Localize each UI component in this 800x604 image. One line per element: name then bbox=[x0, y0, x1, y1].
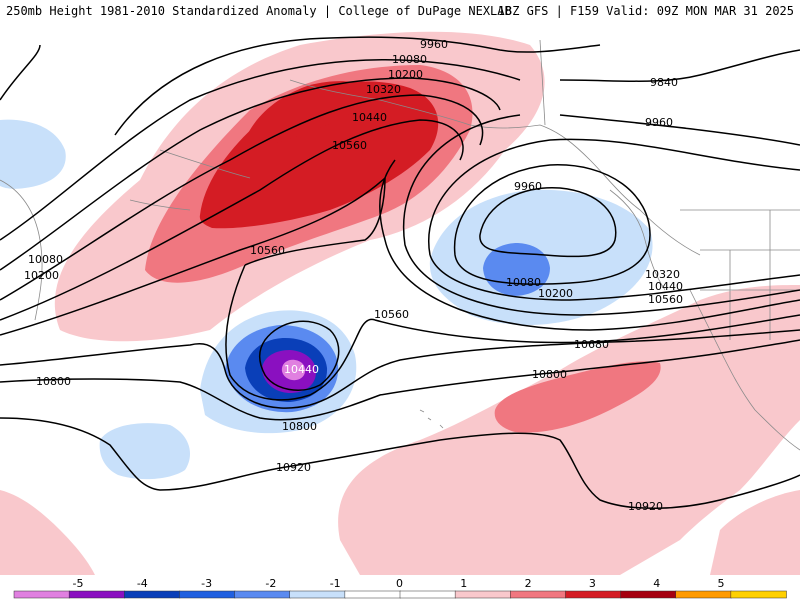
aleutian-islands bbox=[129, 149, 251, 211]
contour-label: 10800 bbox=[36, 375, 71, 388]
contour-label: 10560 bbox=[374, 308, 409, 321]
contour-9960-nw bbox=[0, 44, 41, 101]
coastlines bbox=[0, 39, 800, 451]
anomaly-positive-1-se bbox=[710, 490, 800, 575]
contour-9840 bbox=[559, 49, 800, 82]
contour-label: 9840 bbox=[650, 76, 678, 89]
contour-10560-mid bbox=[244, 177, 386, 266]
contour-label: 10560 bbox=[332, 139, 367, 152]
map-panel: 9960 10080 10200 10320 10440 10560 9840 … bbox=[0, 22, 800, 575]
contour-label: 10800 bbox=[532, 368, 567, 381]
contour-10200-e bbox=[428, 138, 800, 256]
contour-label: 10200 bbox=[388, 68, 423, 81]
colorbar-tick-label: 2 bbox=[525, 577, 532, 590]
contour-label: 10800 bbox=[282, 420, 317, 433]
siberia-coast bbox=[0, 179, 43, 321]
contour-label: 10560 bbox=[250, 244, 285, 257]
contour-label: 9960 bbox=[514, 180, 542, 193]
colorbar-tick-label: 5 bbox=[718, 577, 725, 590]
anomaly-negative-5 bbox=[281, 359, 306, 381]
contour-label: 9960 bbox=[645, 116, 673, 129]
colorbar-svg: -5 -4 -3 -2 -1 0 1 2 3 4 5 bbox=[13, 577, 787, 599]
anomaly-positive-1-sw bbox=[0, 490, 95, 575]
contour-10080-low bbox=[453, 164, 651, 285]
anomaly-colorbar: -5 -4 -3 -2 -1 0 1 2 3 4 5 bbox=[0, 575, 800, 600]
contour-label: 9960 bbox=[420, 38, 448, 51]
colorbar-swatch bbox=[565, 590, 622, 599]
model-run-info: 18Z GFS | F159 Valid: 09Z MON MAR 31 202… bbox=[497, 4, 794, 18]
colorbar-tick-label: -4 bbox=[137, 577, 148, 590]
colorbar-tick-label: -2 bbox=[265, 577, 276, 590]
bc-coast bbox=[609, 189, 666, 291]
contour-label: 10080 bbox=[392, 53, 427, 66]
contour-10680 bbox=[0, 329, 800, 409]
contour-labels: 9960 10080 10200 10320 10440 10560 9840 … bbox=[24, 38, 683, 513]
colorbar-swatch bbox=[620, 590, 677, 599]
colorbar-ticks: -5 -4 -3 -2 -1 0 1 2 3 4 5 bbox=[73, 577, 725, 590]
colorbar-swatch bbox=[399, 590, 456, 599]
colorbar-swatch bbox=[510, 590, 567, 599]
contour-label: 10680 bbox=[574, 338, 609, 351]
contour-label: 10440 bbox=[648, 280, 683, 293]
contour-label: 10200 bbox=[24, 269, 59, 282]
colorbar-swatch bbox=[179, 590, 236, 599]
contour-label: 10560 bbox=[648, 293, 683, 306]
west-us-coast bbox=[689, 289, 800, 451]
colorbar-tick-label: 1 bbox=[460, 577, 467, 590]
contour-10560-n bbox=[0, 177, 386, 336]
colorbar-swatch bbox=[344, 590, 401, 599]
contour-10440-n bbox=[0, 119, 464, 321]
contour-label: 10080 bbox=[28, 253, 63, 266]
contour-10920 bbox=[0, 417, 800, 509]
colorbar-swatch bbox=[730, 590, 787, 599]
contour-label: 10320 bbox=[366, 83, 401, 96]
contour-label: 10440 bbox=[284, 363, 319, 376]
colorbar-tick-label: -3 bbox=[201, 577, 212, 590]
contour-10440-e bbox=[379, 159, 800, 331]
contour-10200-e2 bbox=[429, 254, 800, 301]
contour-label: 10080 bbox=[506, 276, 541, 289]
colorbar-swatch bbox=[675, 590, 732, 599]
contour-label: 10320 bbox=[645, 268, 680, 281]
colorbar-swatch bbox=[289, 590, 346, 599]
colorbar-swatch bbox=[13, 590, 70, 599]
map-title: 250mb Height 1981-2010 Standardized Anom… bbox=[6, 4, 512, 18]
anomaly-negative-1-nw bbox=[0, 119, 66, 189]
alaska-border bbox=[539, 39, 546, 126]
alaska-coast bbox=[289, 79, 701, 256]
contour-label: 10920 bbox=[276, 461, 311, 474]
contour-label: 10440 bbox=[352, 111, 387, 124]
hawaii-islands bbox=[419, 409, 444, 429]
contour-label: 10200 bbox=[538, 287, 573, 300]
contour-10560-c bbox=[225, 264, 376, 401]
map-svg: 9960 10080 10200 10320 10440 10560 9840 … bbox=[0, 31, 800, 575]
anomaly-positive-2-south bbox=[494, 361, 661, 433]
colorbar-swatches bbox=[13, 590, 787, 599]
colorbar-tick-label: 4 bbox=[653, 577, 660, 590]
map-header: 250mb Height 1981-2010 Standardized Anom… bbox=[0, 0, 800, 22]
height-contours bbox=[0, 36, 800, 509]
contour-9960-polar bbox=[114, 36, 601, 136]
contour-10440-cutoff bbox=[259, 320, 340, 391]
contour-9960-low bbox=[479, 186, 617, 258]
colorbar-tick-label: -1 bbox=[330, 577, 341, 590]
contour-10320-n bbox=[0, 94, 484, 301]
state-lines bbox=[700, 210, 800, 340]
anomaly-positive-3b bbox=[245, 81, 375, 146]
contour-10320-e bbox=[402, 114, 800, 316]
contour-10800 bbox=[0, 339, 800, 421]
contour-10080-n bbox=[0, 59, 521, 241]
contour-label: 10920 bbox=[628, 500, 663, 513]
colorbar-tick-label: -5 bbox=[73, 577, 84, 590]
colorbar-swatch bbox=[454, 590, 512, 599]
colorbar-swatch bbox=[124, 590, 181, 599]
contour-10200-n bbox=[0, 77, 501, 271]
colorbar-swatch bbox=[68, 590, 126, 599]
colorbar-tick-label: 0 bbox=[396, 577, 403, 590]
anomaly-negative-1-sw bbox=[99, 423, 190, 480]
contour-9960-ne bbox=[559, 114, 800, 146]
colorbar-tick-label: 3 bbox=[589, 577, 596, 590]
colorbar-swatch bbox=[234, 590, 291, 599]
contour-10560-e bbox=[374, 314, 800, 344]
